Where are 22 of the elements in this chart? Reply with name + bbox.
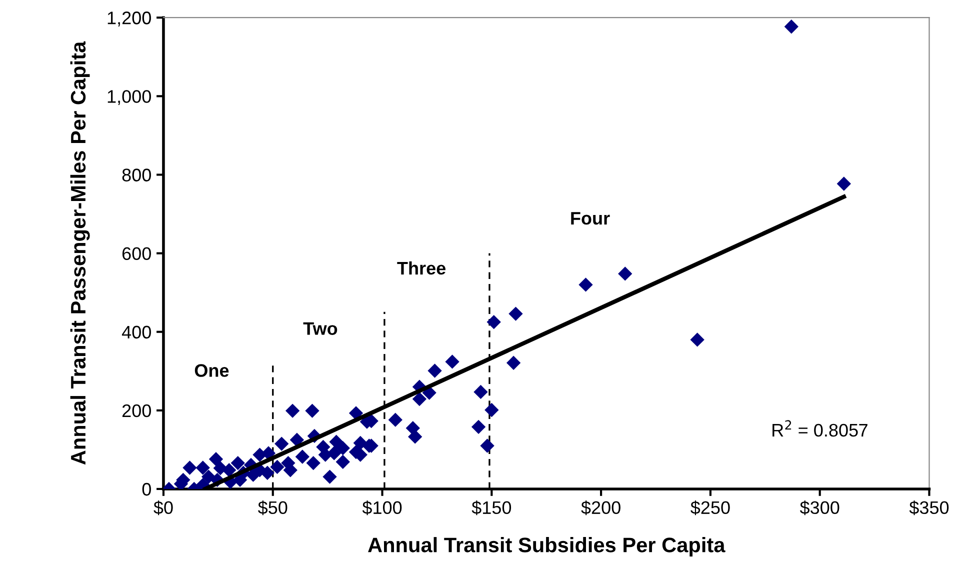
y-tick-label: 1,200 (108, 12, 151, 26)
y-tick-label: 400 (122, 326, 151, 339)
y-tick-label: 800 (122, 168, 151, 182)
y-tick-label: 0 (142, 482, 151, 496)
annotation: Two (303, 322, 338, 335)
x-tick-label: $100 (362, 500, 402, 516)
x-tick-label: $0 (154, 500, 173, 516)
x-tick-label: $200 (581, 500, 620, 516)
x-tick-label: $300 (800, 500, 840, 516)
annotation: One (194, 364, 229, 377)
annotation: Four (571, 212, 610, 225)
x-tick-label: $50 (258, 500, 288, 516)
x-tick-label: $150 (472, 500, 512, 516)
annotation: Three (397, 261, 446, 275)
x-tick-label: $350 (909, 500, 949, 516)
annotation: R$^{2}$ = 0.8057 (772, 420, 868, 437)
y-axis-title: Annual Transit Passenger-Miles Per Capita (70, 41, 90, 465)
y-tick-label: 200 (122, 404, 151, 418)
x-tick-label: $250 (690, 500, 730, 516)
y-tick-label: 600 (122, 247, 151, 260)
y-tick-label: 1,000 (108, 90, 151, 106)
x-axis-title: Annual Transit Subsidies Per Capita (368, 537, 726, 556)
